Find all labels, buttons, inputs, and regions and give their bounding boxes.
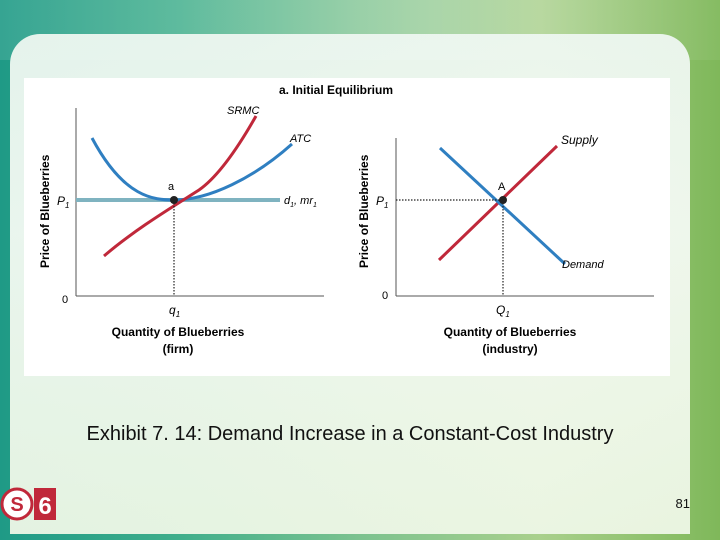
- industry-quantity-label: Q1: [496, 303, 510, 319]
- industry-price-label: P1: [376, 194, 388, 210]
- svg-text:S: S: [10, 494, 23, 516]
- firm-demand-mr-label: d1, mr1: [284, 195, 317, 209]
- slide-caption: Exhibit 7. 14: Demand Increase in a Cons…: [86, 423, 614, 445]
- diagram-title: a. Initial Equilibrium: [279, 83, 393, 97]
- industry-equilibrium-point: [499, 196, 507, 204]
- firm-quantity-label: q1: [169, 303, 180, 319]
- firm-panel: Price of Blueberries a P1 0 q1: [38, 105, 324, 356]
- exhibit-figure: a. Initial Equilibrium Price of Blueberr…: [24, 78, 670, 376]
- firm-origin-label: 0: [62, 294, 68, 306]
- demand-label: Demand: [562, 259, 604, 271]
- firm-x-axis-sublabel: (firm): [163, 342, 194, 356]
- srmc-label: SRMC: [227, 105, 259, 117]
- atc-label: ATC: [289, 133, 311, 145]
- industry-panel: Price of Blueberries A P1 0 Q1 Supply: [357, 133, 654, 356]
- publisher-logo: S 6: [0, 484, 60, 524]
- firm-price-label: P1: [57, 194, 69, 210]
- atc-curve: [90, 137, 293, 202]
- industry-x-axis-label: Quantity of Blueberries: [444, 325, 577, 339]
- industry-point-label: A: [498, 181, 506, 193]
- equilibrium-diagram: a. Initial Equilibrium Price of Blueberr…: [38, 83, 654, 356]
- firm-point-label: a: [168, 181, 175, 193]
- supply-label: Supply: [561, 133, 599, 147]
- svg-text:6: 6: [38, 493, 51, 520]
- industry-origin-label: 0: [382, 290, 388, 302]
- firm-x-axis-label: Quantity of Blueberries: [112, 325, 245, 339]
- page-number: 81: [675, 496, 690, 511]
- industry-y-axis-label: Price of Blueberries: [357, 154, 371, 268]
- srmc-curve: [103, 115, 258, 258]
- firm-equilibrium-point: [170, 196, 178, 204]
- industry-x-axis-sublabel: (industry): [482, 342, 537, 356]
- firm-y-axis-label: Price of Blueberries: [38, 154, 52, 268]
